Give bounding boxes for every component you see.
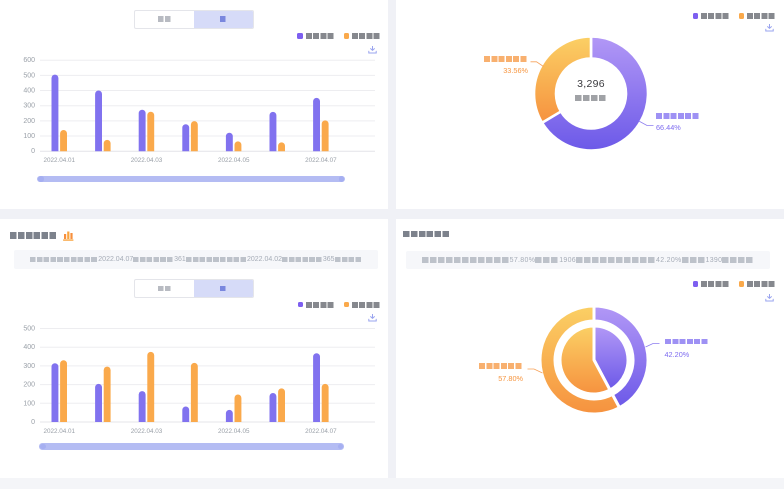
svg-text:0: 0	[31, 148, 35, 155]
svg-text:600: 600	[23, 57, 35, 64]
svg-text:300: 300	[23, 103, 35, 110]
svg-text:2022.04.01: 2022.04.01	[44, 428, 76, 435]
svg-text:100: 100	[23, 133, 35, 140]
svg-text:2022.04.01: 2022.04.01	[44, 157, 76, 164]
svg-text:2022.04.07: 2022.04.07	[305, 157, 337, 164]
svg-text:200: 200	[23, 118, 35, 125]
svg-text:400: 400	[23, 88, 35, 95]
svg-text:2022.04.03: 2022.04.03	[131, 428, 163, 435]
svg-text:0: 0	[31, 419, 35, 426]
svg-text:500: 500	[23, 326, 35, 333]
svg-text:100: 100	[23, 400, 35, 407]
svg-text:2022.04.07: 2022.04.07	[305, 428, 337, 435]
svg-text:400: 400	[23, 344, 35, 351]
svg-text:300: 300	[23, 363, 35, 370]
svg-text:2022.04.05: 2022.04.05	[218, 428, 250, 435]
svg-text:2022.04.03: 2022.04.03	[131, 157, 163, 164]
svg-text:500: 500	[23, 72, 35, 79]
svg-text:200: 200	[23, 382, 35, 389]
svg-text:2022.04.05: 2022.04.05	[218, 157, 250, 164]
